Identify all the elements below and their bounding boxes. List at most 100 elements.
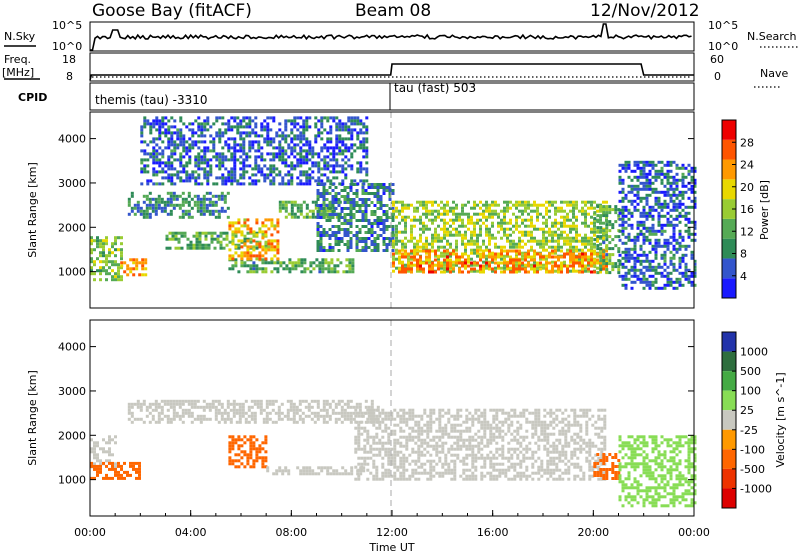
range-cell [518,258,521,262]
range-cell [358,402,362,406]
range-cell [605,247,609,251]
range-cell [359,131,363,135]
range-cell [305,158,309,162]
range-cell [265,399,269,403]
range-cell [566,212,569,216]
range-cell [364,201,368,204]
range-cell [587,239,590,243]
range-cell [527,261,530,265]
range-cell [338,472,342,476]
range-cell [300,258,304,262]
range-cell [521,233,524,237]
range-cell [669,283,673,287]
range-cell [346,186,350,189]
range-cell [684,166,688,170]
range-cell [399,474,403,478]
range-cell [410,267,413,271]
range-cell [675,181,679,185]
range-cell [337,402,341,406]
range-cell [446,269,449,273]
range-cell [240,224,244,228]
range-cell [105,464,108,468]
range-cell [584,258,587,262]
range-cell [284,140,288,144]
range-cell [259,399,263,403]
range-cell [151,197,155,201]
range-cell [663,286,667,290]
range-cell [388,243,392,246]
range-cell [393,429,397,433]
range-cell [551,255,554,259]
range-cell [151,417,155,421]
range-cell [114,441,117,445]
range-cell [200,167,204,171]
range-cell [521,254,524,258]
range-cell [317,206,321,210]
range-cell [221,146,225,150]
range-cell [281,137,285,141]
range-cell [497,215,500,219]
range-cell [344,125,348,129]
range-cell [361,192,365,195]
range-cell [681,214,685,218]
range-cell [382,228,386,231]
range-cell [354,438,358,442]
range-cell [318,270,322,274]
range-cell [258,230,262,234]
cpid-segment-1: themis (tau) -3310 [95,93,208,107]
range-cell [375,420,379,424]
range-cell [678,259,682,263]
range-cell [470,242,473,246]
range-cell [651,283,655,287]
range-cell [364,237,368,240]
range-cell [660,256,664,260]
range-cell [446,251,449,255]
range-cell [295,405,299,409]
range-cell [621,265,625,269]
range-cell [111,278,114,282]
range-cell [402,456,406,460]
range-cell [249,227,253,231]
range-cell [179,128,183,132]
range-cell [593,230,596,234]
range-cell [681,184,685,188]
range-cell [545,224,548,228]
range-cell [355,219,359,222]
range-cell [314,215,318,219]
range-cell [391,207,395,210]
range-cell [627,238,631,242]
range-cell [309,261,313,265]
range-cell [126,264,130,268]
range-cell [102,266,105,270]
range-cell [417,435,421,439]
range-cell [381,444,385,448]
range-cell [212,182,216,186]
range-cell [618,238,622,242]
range-cell [385,249,389,252]
range-cell [593,227,596,231]
range-cell [422,212,425,216]
range-cell [362,131,366,135]
range-cell [225,243,229,247]
range-cell [648,274,652,278]
range-cell [331,195,335,198]
range-cell [566,224,569,228]
range-cell [464,266,467,270]
range-cell [503,270,506,274]
range-cell [356,167,360,171]
range-cell [267,261,271,265]
range-cell [467,242,470,246]
range-cell [313,399,317,403]
range-cell [296,143,300,147]
range-cell [479,252,482,256]
range-cell [396,438,400,442]
range-cell [488,227,491,231]
range-cell [212,155,216,159]
range-cell [331,213,335,216]
range-cell [666,205,670,209]
range-cell [461,264,464,268]
range-cell [264,230,268,234]
range-cell [599,209,602,213]
range-cell [518,242,521,246]
range-cell [248,116,252,120]
